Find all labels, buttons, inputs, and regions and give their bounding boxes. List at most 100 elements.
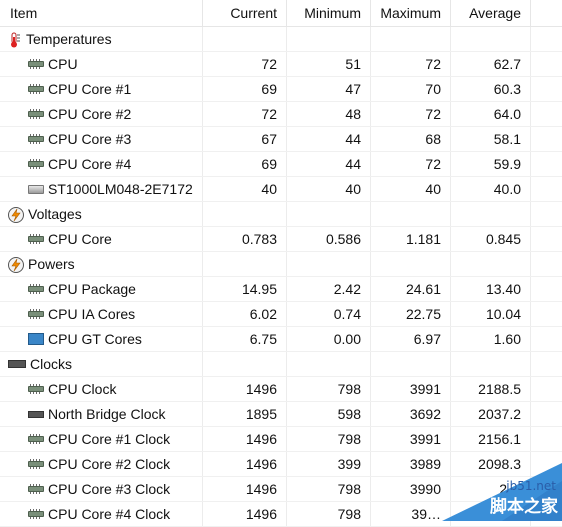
sensor-name-cell: CPU Core #1 — [0, 77, 203, 101]
maximum-value: 68 — [371, 127, 451, 151]
group-row-voltages[interactable]: Voltages — [0, 202, 562, 227]
spacer-cell — [531, 177, 562, 201]
chip-icon — [28, 459, 44, 470]
chip-icon — [28, 159, 44, 170]
table-row[interactable]: CPU 72 51 72 62.7 — [0, 52, 562, 77]
sensor-name: CPU Core #2 — [48, 106, 132, 122]
empty-cell — [371, 202, 451, 226]
sensor-name-cell: CPU Core #2 Clock — [0, 452, 203, 476]
sensor-name-cell: CPU GT Cores — [0, 327, 203, 351]
column-header: Item Current Minimum Maximum Average — [0, 0, 562, 27]
minimum-value: 40 — [287, 177, 371, 201]
empty-cell — [451, 202, 531, 226]
watermark-url: jb51.net — [506, 479, 556, 493]
table-body: Temperatures CPU 72 51 72 62.7 CPU Core #1 69 47… — [0, 27, 562, 527]
gpu-icon — [28, 333, 44, 346]
current-value: 1496 — [203, 477, 287, 501]
sensor-name: CPU Clock — [48, 381, 117, 397]
minimum-value: 0.00 — [287, 327, 371, 351]
empty-cell — [203, 252, 287, 276]
sensor-name-cell: CPU Core #1 Clock — [0, 427, 203, 451]
table-row[interactable]: CPU Package 14.95 2.42 24.61 13.40 — [0, 277, 562, 302]
table-row[interactable]: CPU Core #4 Clock 1496 798 39… — [0, 502, 562, 527]
average-value: 2156.1 — [451, 427, 531, 451]
table-row[interactable]: CPU Clock 1496 798 3991 2188.5 — [0, 377, 562, 402]
table-row[interactable]: North Bridge Clock 1895 598 3692 2037.2 — [0, 402, 562, 427]
group-label-cell: Voltages — [0, 202, 203, 226]
sensor-name: CPU IA Cores — [48, 306, 136, 322]
empty-cell — [451, 352, 531, 376]
sensor-name: CPU Core #4 Clock — [48, 506, 171, 522]
current-value: 1496 — [203, 377, 287, 401]
spacer-cell — [531, 152, 562, 176]
spacer-cell — [531, 202, 562, 226]
sensor-name-cell: North Bridge Clock — [0, 402, 203, 426]
clock-chip-icon — [8, 360, 26, 369]
table-row[interactable]: CPU Core #4 69 44 72 59.9 — [0, 152, 562, 177]
maximum-value: 72 — [371, 52, 451, 76]
minimum-value: 0.74 — [287, 302, 371, 326]
sensor-name-cell: CPU Core #3 — [0, 127, 203, 151]
minimum-value: 44 — [287, 127, 371, 151]
sensor-name-cell: CPU Core #2 — [0, 102, 203, 126]
group-label: Powers — [28, 256, 75, 272]
table-row[interactable]: CPU Core #1 Clock 1496 798 3991 2156.1 — [0, 427, 562, 452]
chip-icon — [28, 234, 44, 245]
current-value: 72 — [203, 52, 287, 76]
empty-cell — [203, 27, 287, 51]
header-average[interactable]: Average — [451, 0, 531, 26]
empty-cell — [371, 252, 451, 276]
maximum-value: 39… — [371, 502, 451, 526]
header-minimum[interactable]: Minimum — [287, 0, 371, 26]
empty-cell — [287, 352, 371, 376]
minimum-value: 798 — [287, 502, 371, 526]
current-value: 1496 — [203, 427, 287, 451]
table-row[interactable]: CPU Core #1 69 47 70 60.3 — [0, 77, 562, 102]
table-row[interactable]: CPU Core 0.783 0.586 1.181 0.845 — [0, 227, 562, 252]
average-value: 64.0 — [451, 102, 531, 126]
average-value: 58.1 — [451, 127, 531, 151]
maximum-value: 72 — [371, 102, 451, 126]
chip-icon — [28, 384, 44, 395]
header-maximum[interactable]: Maximum — [371, 0, 451, 26]
table-row[interactable]: CPU Core #2 72 48 72 64.0 — [0, 102, 562, 127]
sensor-name: CPU — [48, 56, 78, 72]
maximum-value: 6.97 — [371, 327, 451, 351]
lightning-icon — [8, 256, 24, 274]
maximum-value: 24.61 — [371, 277, 451, 301]
minimum-value: 399 — [287, 452, 371, 476]
watermark-text: 脚本之家 — [490, 497, 558, 517]
table-row[interactable]: CPU IA Cores 6.02 0.74 22.75 10.04 — [0, 302, 562, 327]
average-value: 40.0 — [451, 177, 531, 201]
table-row[interactable]: CPU Core #2 Clock 1496 399 3989 2098.3 — [0, 452, 562, 477]
spacer-cell — [531, 277, 562, 301]
lightning-icon — [8, 206, 24, 224]
sensor-name-cell: CPU Core #3 Clock — [0, 477, 203, 501]
table-row[interactable]: CPU Core #3 67 44 68 58.1 — [0, 127, 562, 152]
watermark-corner-icon — [442, 463, 562, 521]
minimum-value: 44 — [287, 152, 371, 176]
chip-icon — [28, 284, 44, 295]
group-row-temperatures[interactable]: Temperatures — [0, 27, 562, 52]
current-value: 40 — [203, 177, 287, 201]
average-value: 2098.3 — [451, 452, 531, 476]
table-row[interactable]: CPU GT Cores 6.75 0.00 6.97 1.60 — [0, 327, 562, 352]
table-row[interactable]: ST1000LM048-2E7172 40 40 40 40.0 — [0, 177, 562, 202]
sensor-name: CPU GT Cores — [48, 331, 142, 347]
empty-cell — [203, 352, 287, 376]
group-row-clocks[interactable]: Clocks — [0, 352, 562, 377]
chip-icon — [28, 309, 44, 320]
spacer-cell — [531, 352, 562, 376]
thermometer-icon — [8, 31, 22, 48]
north-bridge-icon — [28, 410, 44, 418]
spacer-cell — [531, 252, 562, 276]
average-value: 2188.5 — [451, 377, 531, 401]
header-item[interactable]: Item — [0, 0, 203, 26]
maximum-value: 70 — [371, 77, 451, 101]
maximum-value: 22.75 — [371, 302, 451, 326]
maximum-value: 3990 — [371, 477, 451, 501]
header-current[interactable]: Current — [203, 0, 287, 26]
group-row-powers[interactable]: Powers — [0, 252, 562, 277]
sensor-name: ST1000LM048-2E7172 — [48, 181, 193, 197]
